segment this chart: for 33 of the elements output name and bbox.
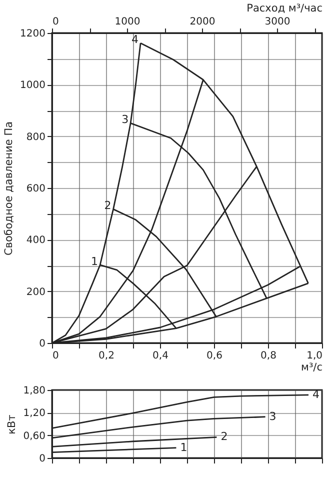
x-tick-label: 0	[52, 350, 59, 362]
x-tick-label: 0,8	[260, 350, 276, 362]
y-axis-title: Свободное давление Па	[3, 121, 16, 256]
x2-tick-label: 0	[52, 16, 59, 28]
x-tick-label: 0,4	[152, 350, 168, 362]
x2-tick-label: 2000	[190, 16, 216, 28]
x-tick-label: 0,2	[98, 350, 114, 362]
series-label: 1	[180, 440, 188, 454]
series-label: 4	[132, 33, 139, 46]
series-label: 2	[104, 199, 112, 212]
x-tick-label: 0,6	[206, 350, 222, 362]
series-label: 2	[220, 430, 228, 444]
x2-tick-label: 1000	[114, 16, 140, 28]
y-tick-label: 200	[26, 286, 46, 298]
y-tick-label: 0,60	[23, 430, 46, 442]
series-label: 3	[122, 113, 129, 126]
y-tick-label: 400	[26, 235, 46, 246]
series-label: 3	[269, 410, 276, 423]
y-tick-label: 1200	[20, 28, 46, 40]
y-tick-label: 800	[26, 132, 46, 143]
y-tick-label: 0	[39, 338, 46, 350]
y-tick-label: 1,80	[23, 386, 46, 396]
y-tick-label: 1000	[20, 80, 46, 92]
x-tick-label: 1,0	[306, 350, 322, 362]
x-axis-title: м³/с	[301, 362, 323, 374]
y-axis-title: кВт	[6, 414, 18, 434]
y-tick-label: 600	[26, 184, 46, 194]
x2-axis-title: Расход м³/час	[246, 2, 323, 14]
y-tick-label: 0	[39, 454, 46, 464]
x2-tick-label: 3000	[264, 16, 290, 28]
series-label: 1	[91, 254, 98, 268]
series-label: 4	[312, 388, 320, 401]
y-tick-label: 1,20	[23, 408, 46, 420]
